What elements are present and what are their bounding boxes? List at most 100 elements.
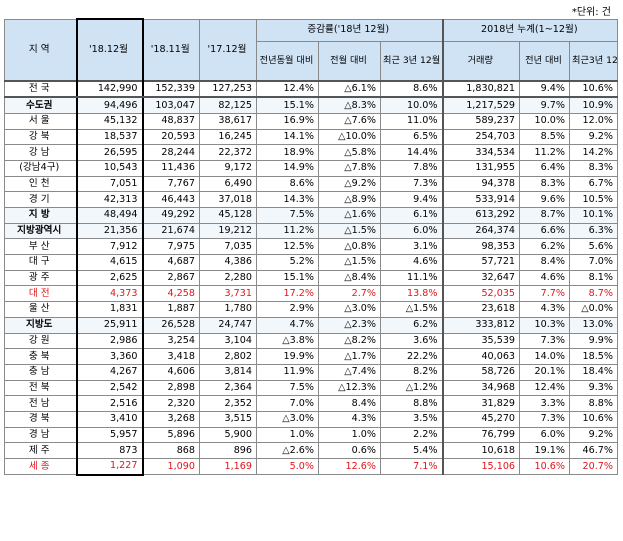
cell-cum-avg3y: 10.5% (569, 191, 619, 208)
cell-dec18: 25,911 (75, 316, 144, 334)
cell-cum-avg3y: 18.4% (569, 363, 619, 381)
cell-avg3y: 7.3% (379, 175, 444, 193)
cell-nov18: 103,047 (142, 96, 200, 114)
cell-yoy: 4.7% (256, 316, 319, 334)
cell-yoy: △3.8% (256, 332, 319, 350)
cell-dec18: 2,516 (75, 395, 144, 412)
cell-nov18: 28,244 (142, 144, 200, 161)
cell-yoy: 7.0% (256, 395, 319, 412)
cell-volume: 333,812 (441, 316, 521, 334)
cell-dec18: 7,912 (75, 238, 144, 256)
cell-avg3y: 22.2% (379, 348, 444, 365)
cell-cum-yoy: 6.6% (519, 222, 571, 240)
cell-region: 강 북 (4, 128, 77, 146)
cell-nov18: 5,896 (142, 426, 200, 444)
cell-cum-avg3y: 5.6% (569, 238, 619, 256)
cell-cum-yoy: 6.0% (519, 426, 571, 444)
cell-cum-avg3y: 7.0% (569, 254, 619, 271)
cell-mom: △0.8% (318, 238, 381, 256)
cell-nov18: 2,898 (142, 379, 200, 397)
cell-cum-yoy: 9.7% (519, 96, 571, 114)
header-region: 지 역 (4, 18, 77, 81)
cell-cum-avg3y: 46.7% (569, 442, 619, 459)
cell-region: 충 북 (4, 348, 77, 365)
cell-cum-avg3y: 14.2% (569, 144, 619, 161)
table-row: (강남4구) 10,543 11,436 9,172 14.9% △7.8% 7.8% 131… (4, 159, 619, 177)
cell-cum-yoy: 8.7% (519, 207, 571, 224)
table-row: 지 방 48,494 49,292 45,128 7.5% △1.6% 6.1% 613,29… (4, 207, 619, 224)
cell-yoy: 18.9% (256, 144, 319, 161)
cell-yoy: 14.1% (256, 128, 319, 146)
header-cum-group: 2018년 누계(1~12월) (441, 18, 619, 42)
cell-volume: 76,799 (441, 426, 521, 444)
header-mom: 전월 대비 (318, 40, 381, 81)
cell-mom: △5.8% (318, 144, 381, 161)
cell-avg3y: △1.5% (379, 301, 444, 318)
cell-volume: 31,829 (441, 395, 521, 412)
cell-nov18: 1,090 (142, 457, 200, 476)
cell-dec18: 94,496 (75, 96, 144, 114)
cell-dec17: 896 (199, 442, 257, 459)
cell-cum-avg3y: 8.3% (569, 159, 619, 177)
cell-mom: 0.6% (318, 442, 381, 459)
cell-mom: △7.6% (318, 112, 381, 130)
cell-dec18: 2,542 (75, 379, 144, 397)
cell-volume: 254,703 (441, 128, 521, 146)
cell-yoy: 14.9% (256, 159, 319, 177)
cell-cum-yoy: 12.4% (519, 379, 571, 397)
cell-dec18: 21,356 (75, 222, 144, 240)
cell-cum-yoy: 7.3% (519, 410, 571, 428)
unit-note: *단위: 건 (571, 7, 611, 18)
cell-avg3y: 2.2% (379, 426, 444, 444)
cell-cum-yoy: 3.3% (519, 395, 571, 412)
cell-dec18: 10,543 (75, 159, 144, 177)
cell-dec18: 42,313 (75, 191, 144, 208)
cell-dec17: 3,731 (199, 285, 257, 303)
cell-volume: 94,378 (441, 175, 521, 193)
cell-mom: △12.3% (318, 379, 381, 397)
cell-cum-avg3y: 18.5% (569, 348, 619, 365)
table-row: 세 종 1,227 1,090 1,169 5.0% 12.6% 7.1% 15,106 10.… (4, 457, 619, 476)
cell-dec18: 873 (75, 442, 144, 459)
cell-mom: △10.0% (318, 128, 381, 146)
cell-avg3y: 8.2% (379, 363, 444, 381)
table-row: 광 주 2,625 2,867 2,280 15.1% △8.4% 11.1% 32,647 4… (4, 269, 619, 287)
cell-cum-yoy: 4.3% (519, 301, 571, 318)
cell-avg3y: 6.2% (379, 316, 444, 334)
cell-yoy: 7.5% (256, 207, 319, 224)
cell-mom: 8.4% (318, 395, 381, 412)
cell-avg3y: 6.5% (379, 128, 444, 146)
header-cum-avg3y: 최근3년 12월누계평균대비 (569, 40, 619, 81)
cell-dec17: 16,245 (199, 128, 257, 146)
cell-mom: △7.4% (318, 363, 381, 381)
cell-yoy: 12.4% (256, 79, 319, 99)
cell-avg3y: 14.4% (379, 144, 444, 161)
cell-cum-avg3y: 9.2% (569, 128, 619, 146)
cell-cum-yoy: 11.2% (519, 144, 571, 161)
cell-dec18: 4,267 (75, 363, 144, 381)
cell-dec18: 48,494 (75, 207, 144, 224)
cell-region: 서 울 (4, 112, 77, 130)
cell-region: 광 주 (4, 269, 77, 287)
header-cum-yoy: 전년 대비 (519, 40, 571, 81)
table-row: 지방광역시 21,356 21,674 19,212 11.2% △1.5% 6.0% 264… (4, 222, 619, 240)
cell-dec17: 7,035 (199, 238, 257, 256)
cell-dec17: 82,125 (199, 96, 257, 114)
table-row: 강 북 18,537 20,593 16,245 14.1% △10.0% 6.5% 254,… (4, 128, 619, 146)
cell-cum-yoy: 9.6% (519, 191, 571, 208)
cell-cum-yoy: 6.2% (519, 238, 571, 256)
cell-mom: △3.0% (318, 301, 381, 318)
cell-region: 전 남 (4, 395, 77, 412)
cell-dec18: 7,051 (75, 175, 144, 193)
cell-mom: 1.0% (318, 426, 381, 444)
cell-volume: 334,534 (441, 144, 521, 161)
table-row: 대 구 4,615 4,687 4,386 5.2% △1.5% 4.6% 57,721 8.4… (4, 254, 619, 271)
cell-dec18: 1,831 (75, 301, 144, 318)
cell-mom: 4.3% (318, 410, 381, 428)
cell-dec18: 45,132 (75, 112, 144, 130)
cell-cum-avg3y: △0.0% (569, 301, 619, 318)
cell-region: 경 북 (4, 410, 77, 428)
cell-volume: 533,914 (441, 191, 521, 208)
cell-dec17: 5,900 (199, 426, 257, 444)
cell-cum-avg3y: 10.1% (569, 207, 619, 224)
